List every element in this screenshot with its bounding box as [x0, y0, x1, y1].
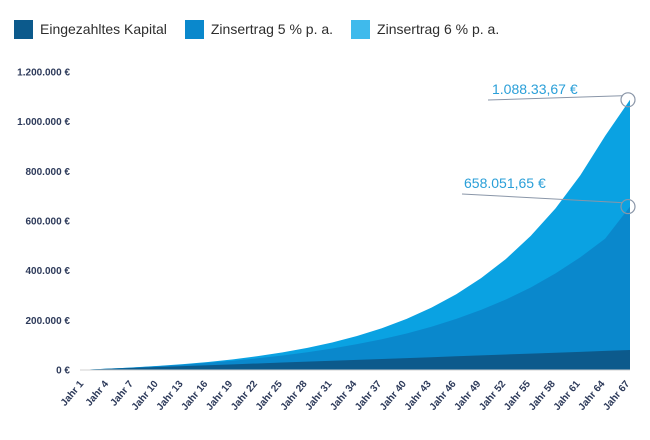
x-tick-label: Jahr 4 — [84, 379, 112, 409]
chart-areas — [84, 99, 630, 371]
legend-item-zinsertrag-6: Zinsertrag 6 % p. a. — [351, 19, 500, 39]
annotation-value-label: 658.051,65 € — [464, 175, 546, 191]
y-tick-label: 1.000.000 € — [17, 117, 70, 128]
x-tick-label: Jahr 67 — [601, 379, 632, 413]
y-tick-label: 800.000 € — [26, 167, 71, 178]
legend-swatch-eingezahltes-kapital — [14, 19, 33, 39]
area-eingezahltes-kapital — [84, 350, 630, 370]
legend-label-zinsertrag-6: Zinsertrag 6 % p. a. — [377, 21, 500, 37]
legend-swatch-zinsertrag-6 — [351, 19, 371, 39]
legend-item-zinsertrag-5: Zinsertrag 5 % p. a. — [184, 19, 334, 39]
y-tick-label: 600.000 € — [26, 217, 71, 228]
annotation-marker — [620, 198, 636, 215]
legend: Eingezahltes Kapital Zinsertrag 5 % p. a… — [14, 18, 517, 40]
x-tick-label: Jahr 1 — [59, 379, 87, 409]
area-zinsertrag-6-p-a — [84, 99, 630, 371]
annotation-leader-line — [461, 193, 623, 204]
legend-swatch-zinsertrag-5 — [184, 19, 204, 39]
area-zinsertrag-5-p-a — [84, 206, 630, 370]
annotation-marker — [620, 92, 636, 108]
y-tick-label: 200.000 € — [26, 316, 71, 327]
legend-item-eingezahltes-kapital: Eingezahltes Kapital — [14, 19, 167, 39]
legend-label-eingezahltes-kapital: Eingezahltes Kapital — [40, 21, 167, 37]
y-tick-label: 1.200.000 € — [17, 68, 70, 79]
y-tick-label: 0 € — [56, 366, 70, 377]
chart-annotations: 1.088.33,67 € 658.051,65 € — [461, 81, 636, 215]
y-tick-label: 400.000 € — [26, 266, 71, 277]
legend-label-zinsertrag-5: Zinsertrag 5 % p. a. — [210, 21, 334, 37]
annotation-leader-line — [487, 95, 623, 101]
annotation-value-label: 1.088.33,67 € — [492, 81, 578, 97]
